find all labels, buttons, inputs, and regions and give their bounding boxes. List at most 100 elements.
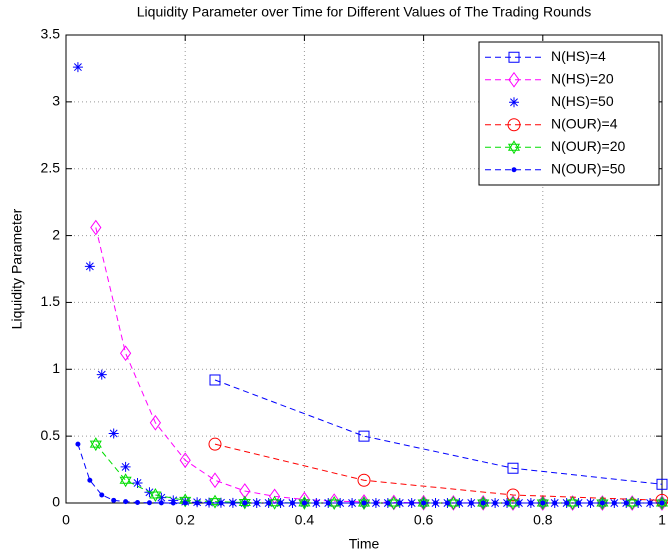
data-point [596, 495, 609, 511]
data-point [536, 495, 549, 511]
data-point [647, 500, 653, 506]
data-point [506, 495, 520, 511]
data-point [120, 461, 131, 472]
data-point [89, 437, 102, 452]
data-point [357, 473, 371, 487]
x-tick-label: 0.6 [414, 512, 434, 528]
data-point [149, 414, 162, 431]
y-tick-label: 0 [52, 494, 60, 510]
data-point [659, 500, 665, 506]
data-point [507, 462, 519, 474]
data-point [266, 500, 272, 506]
data-point [230, 500, 236, 506]
data-point [611, 500, 617, 506]
data-point [552, 500, 558, 506]
data-point [655, 495, 668, 511]
data-point [540, 500, 546, 506]
data-point [218, 500, 224, 506]
data-point [576, 500, 582, 506]
data-point [278, 500, 284, 506]
x-tick-label: 0.4 [295, 512, 315, 528]
series-line [214, 379, 663, 485]
data-point [96, 369, 107, 380]
legend-box [478, 41, 660, 186]
legend-label: N(HS)=4 [551, 48, 606, 64]
data-point [119, 345, 132, 362]
data-point [361, 500, 367, 506]
data-point [373, 500, 379, 506]
data-point [516, 500, 522, 506]
data-point [123, 499, 129, 505]
data-point [477, 495, 490, 511]
data-point [254, 500, 260, 506]
data-point [325, 500, 331, 506]
data-point [206, 500, 212, 506]
data-point [626, 495, 639, 511]
data-point [397, 500, 403, 506]
legend-label: N(HS)=20 [551, 70, 614, 86]
y-tick-label: 2 [52, 226, 60, 242]
data-point [417, 495, 430, 511]
data-point [328, 495, 341, 511]
legend-marker [509, 97, 519, 108]
data-point [409, 500, 415, 506]
data-point [358, 430, 370, 442]
data-point [298, 495, 311, 510]
x-tick-label: 0.2 [175, 512, 195, 528]
data-point [99, 492, 105, 498]
data-point [72, 62, 83, 73]
data-point [75, 441, 81, 447]
data-point [456, 500, 462, 506]
data-point [87, 477, 93, 483]
data-point [84, 261, 95, 272]
data-point [209, 472, 221, 489]
data-point [564, 500, 570, 506]
data-point [387, 495, 400, 511]
legend-marker [508, 51, 520, 63]
legend-label: N(HS)=50 [551, 93, 614, 109]
data-point [385, 500, 391, 506]
data-point [349, 500, 355, 506]
data-point [357, 495, 371, 511]
data-point [170, 500, 176, 506]
y-axis-label: Liquidity Parameter [9, 208, 25, 329]
data-point [492, 500, 498, 506]
data-point [587, 500, 593, 506]
data-point [182, 500, 188, 506]
data-point [208, 437, 222, 451]
y-tick-label: 2.5 [41, 159, 61, 175]
legend-label: N(OUR)=20 [551, 138, 626, 154]
x-tick-label: 1 [658, 512, 666, 528]
data-point [566, 495, 579, 511]
legend-marker [507, 118, 521, 132]
data-point [656, 478, 668, 490]
data-point [111, 497, 117, 503]
data-point [468, 500, 474, 506]
data-point [168, 495, 179, 506]
legend-label: N(OUR)=4 [551, 115, 618, 131]
y-tick-label: 0.5 [41, 427, 61, 443]
data-point [209, 374, 221, 386]
data-point [506, 488, 520, 502]
legend-label: N(OUR)=50 [551, 160, 626, 176]
data-point [635, 500, 641, 506]
data-point [149, 487, 162, 502]
data-point [194, 500, 200, 506]
y-tick-label: 1.5 [41, 293, 61, 309]
data-point [90, 219, 102, 236]
x-tick-label: 0 [62, 512, 70, 528]
legend-marker [507, 140, 521, 155]
data-point [504, 500, 510, 506]
data-point [433, 500, 439, 506]
data-point [337, 500, 343, 506]
data-point [179, 452, 191, 469]
data-point [242, 500, 248, 506]
data-point [135, 499, 141, 505]
data-point [301, 500, 307, 506]
data-point [146, 500, 152, 506]
data-point [289, 500, 295, 506]
y-tick-label: 1 [52, 360, 60, 376]
data-point [132, 477, 143, 488]
x-tick-label: 0.8 [533, 512, 553, 528]
